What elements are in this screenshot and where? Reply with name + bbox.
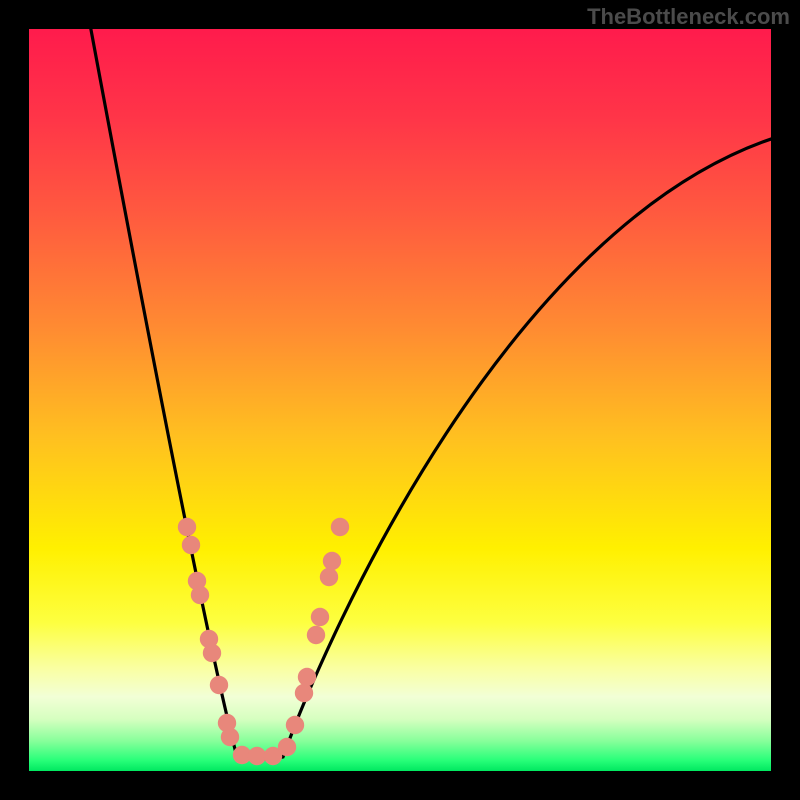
data-marker [286,716,304,734]
data-marker [331,518,349,536]
data-marker [191,586,209,604]
data-marker [203,644,221,662]
data-marker [221,728,239,746]
bottleneck-chart [0,0,800,800]
data-marker [295,684,313,702]
data-marker [182,536,200,554]
chart-container: TheBottleneck.com [0,0,800,800]
chart-background [29,29,771,771]
data-marker [320,568,338,586]
data-marker [307,626,325,644]
data-marker [248,747,266,765]
data-marker [210,676,228,694]
data-marker [278,738,296,756]
data-marker [178,518,196,536]
data-marker [298,668,316,686]
data-marker [323,552,341,570]
data-marker [311,608,329,626]
